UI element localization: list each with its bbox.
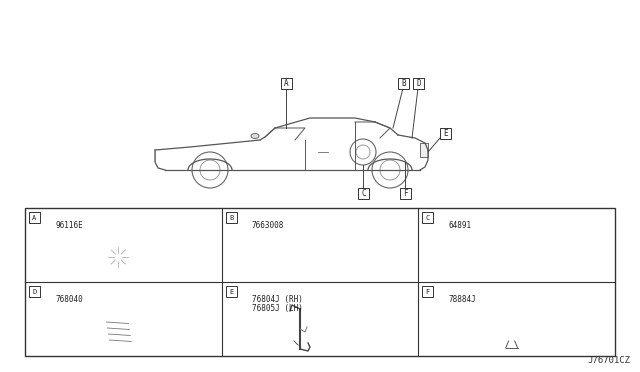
Text: C: C <box>361 189 366 198</box>
Text: 76804J (RH): 76804J (RH) <box>252 295 303 304</box>
Text: B: B <box>229 215 234 221</box>
Bar <box>29 286 40 297</box>
Text: C: C <box>426 215 430 221</box>
Bar <box>422 286 433 297</box>
Text: B: B <box>401 79 406 88</box>
Text: E: E <box>443 129 448 138</box>
Text: 96116E: 96116E <box>55 221 83 230</box>
Polygon shape <box>299 240 330 273</box>
Bar <box>398 78 409 89</box>
Text: J76701CZ: J76701CZ <box>587 356 630 365</box>
Bar <box>440 128 451 139</box>
Bar <box>29 212 40 223</box>
Circle shape <box>509 331 515 337</box>
Bar <box>281 78 292 89</box>
Text: A: A <box>284 79 289 88</box>
Text: 78884J: 78884J <box>449 295 476 304</box>
Bar <box>226 286 237 297</box>
Text: F: F <box>426 289 430 295</box>
Text: 7663008: 7663008 <box>252 221 284 230</box>
Text: 76805J (LH): 76805J (LH) <box>252 304 303 313</box>
Text: 768040: 768040 <box>55 295 83 304</box>
Bar <box>358 188 369 199</box>
Bar <box>400 188 411 199</box>
Text: F: F <box>403 189 408 198</box>
Text: D: D <box>33 289 36 295</box>
Polygon shape <box>101 314 133 346</box>
Bar <box>420 143 428 157</box>
Text: D: D <box>416 79 421 88</box>
Text: 64891: 64891 <box>449 221 472 230</box>
Bar <box>413 78 424 89</box>
Text: A: A <box>33 215 36 221</box>
Text: E: E <box>229 289 234 295</box>
Bar <box>226 212 237 223</box>
Ellipse shape <box>251 134 259 138</box>
Bar <box>25 208 615 356</box>
Bar <box>422 212 433 223</box>
